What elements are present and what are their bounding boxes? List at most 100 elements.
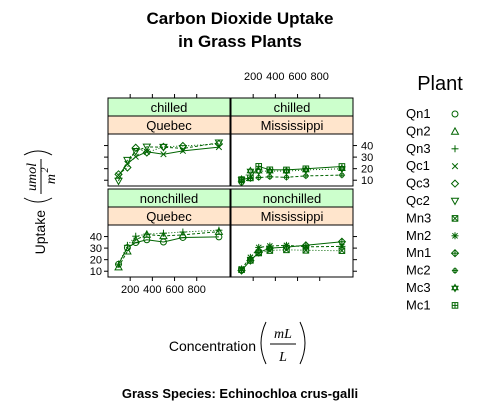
x-tick-label: 600 — [288, 71, 306, 83]
y-axis-label-group: Uptake umol m 2 — [23, 150, 59, 255]
series-line-Qc3 — [118, 143, 219, 175]
legend-entry-label: Qn3 — [406, 141, 431, 156]
point-Mc3-1000 — [337, 164, 346, 174]
y-axis-label: Uptake — [32, 210, 48, 255]
panels: chilled Quebec chilled Mississippi 200 400 600… — [90, 71, 374, 296]
legend-symbol-Qn1 — [451, 110, 459, 118]
point-Qc3-175 — [123, 163, 132, 172]
legend-symbol-Mn2 — [451, 232, 459, 240]
panel-chilled-quebec: chilled Quebec — [104, 94, 231, 187]
x-tick-label: 200 — [121, 284, 139, 296]
legend-entry-label: Mn3 — [406, 210, 431, 225]
point-Mc3-250 — [254, 166, 263, 176]
legend-entry-label: Qc1 — [406, 158, 430, 173]
y-tick-label: 30 — [361, 152, 373, 164]
legend: Qn1 Qn2 Qn3 Qc1 Qc3 Qc2 Mn3 Mn2 Mn1 Mc2 Mc3 Mc1 — [406, 106, 460, 312]
point-Qc2-95 — [114, 177, 123, 186]
legend-symbol-Qc1 — [451, 163, 459, 170]
x-tick-label: 600 — [165, 284, 183, 296]
legend-entry-Qc2: Qc2 — [406, 193, 460, 208]
point-Qn2-175 — [123, 246, 132, 255]
series-Qc3 — [114, 139, 224, 179]
point-Mc2-175 — [247, 175, 254, 182]
point-Qn3-1000 — [215, 226, 223, 234]
x-tick-label: 400 — [266, 71, 284, 83]
y-tick-label: 20 — [90, 255, 102, 267]
point-Qc3-350 — [142, 148, 152, 157]
point-Mn3-350 — [266, 247, 274, 254]
series-Mn3 — [238, 246, 346, 274]
panel-frame — [230, 224, 354, 278]
strip-type-label: Mississippi — [261, 118, 324, 133]
point-Qn3-95 — [115, 260, 123, 268]
y-tick-label: 30 — [90, 243, 102, 255]
y-unit-right-paren — [23, 150, 53, 156]
point-Qn3-250 — [132, 232, 140, 240]
series-Qn1 — [115, 233, 223, 268]
point-Qn3-175 — [123, 241, 131, 249]
panel-nonchilled-mississippi: nonchilled Mississippi — [230, 188, 357, 281]
strip-treatment-label: nonchilled — [263, 191, 322, 206]
x-axis-label: Concentration — [169, 338, 256, 354]
y-unit-left-paren — [23, 197, 53, 203]
legend-entry-Mn1: Mn1 — [406, 245, 460, 260]
y-tick-label: 10 — [361, 175, 373, 187]
panel-frame — [230, 133, 354, 187]
legend-title: Plant — [417, 73, 463, 95]
strip-type-label: Quebec — [146, 118, 192, 133]
point-Qn2-95 — [114, 262, 123, 271]
point-Qc3-675 — [178, 141, 188, 151]
legend-entry-label: Mc1 — [406, 297, 431, 312]
point-Mc3-175 — [246, 166, 255, 176]
point-Qc3-95 — [114, 170, 123, 179]
legend-entry-label: Mc2 — [406, 263, 431, 278]
legend-symbol-Mc3 — [451, 283, 459, 293]
legend-entry-Mn3: Mn3 — [406, 210, 459, 225]
legend-entry-label: Qn1 — [406, 106, 431, 121]
point-Mn3-95 — [238, 266, 245, 274]
point-Mc3-500 — [282, 166, 291, 176]
legend-entry-Mn2: Mn2 — [406, 228, 459, 243]
y-unit-numerator: umol — [25, 163, 40, 191]
series-Mc1 — [238, 163, 346, 183]
chart-title-line-2: in Grass Plants — [178, 32, 302, 51]
x-unit-numerator: mL — [274, 327, 292, 342]
point-Mn3-175 — [247, 257, 254, 264]
legend-symbol-Mc2 — [451, 267, 459, 274]
point-Mc3-350 — [265, 166, 274, 176]
legend-symbol-Qn2 — [450, 126, 460, 135]
x-tick-label: 800 — [311, 71, 329, 83]
y-unit-denominator: m — [44, 174, 59, 184]
panel-frame — [107, 133, 231, 187]
legend-entry-Qn3: Qn3 — [406, 141, 459, 156]
legend-entry-Mc1: Mc1 — [406, 297, 459, 312]
chart-title-line-1: Carbon Dioxide Uptake — [146, 9, 333, 28]
series-line-Mc3 — [241, 168, 342, 180]
legend-entry-Qc3: Qc3 — [406, 176, 460, 191]
point-Qc2-175 — [123, 156, 132, 165]
legend-entry-label: Mn2 — [406, 228, 431, 243]
point-Mc3-675 — [301, 165, 310, 175]
legend-entry-Qc1: Qc1 — [406, 158, 459, 173]
point-Qc1-95 — [115, 172, 122, 179]
series-Qn3 — [115, 226, 223, 268]
panel-frame — [107, 224, 231, 278]
x-unit-right-paren — [299, 321, 306, 365]
legend-entry-label: Qc2 — [406, 193, 430, 208]
point-Qc2-250 — [131, 148, 141, 156]
legend-symbol-Mc1 — [451, 302, 459, 309]
y-tick-label: 20 — [361, 164, 373, 176]
x-tick-label: 400 — [143, 284, 161, 296]
point-Qn2-500 — [159, 231, 168, 240]
y-tick-label: 10 — [90, 266, 102, 278]
legend-entry-Mc2: Mc2 — [406, 263, 459, 278]
series-Qc1 — [115, 143, 223, 179]
point-Qc3-250 — [131, 143, 140, 152]
y-tick-label: 40 — [90, 232, 102, 244]
y-unit-exponent: 2 — [40, 168, 51, 173]
point-Qn2-675 — [178, 230, 188, 239]
point-Mn3-250 — [255, 249, 263, 257]
legend-symbol-Qc3 — [450, 179, 460, 188]
